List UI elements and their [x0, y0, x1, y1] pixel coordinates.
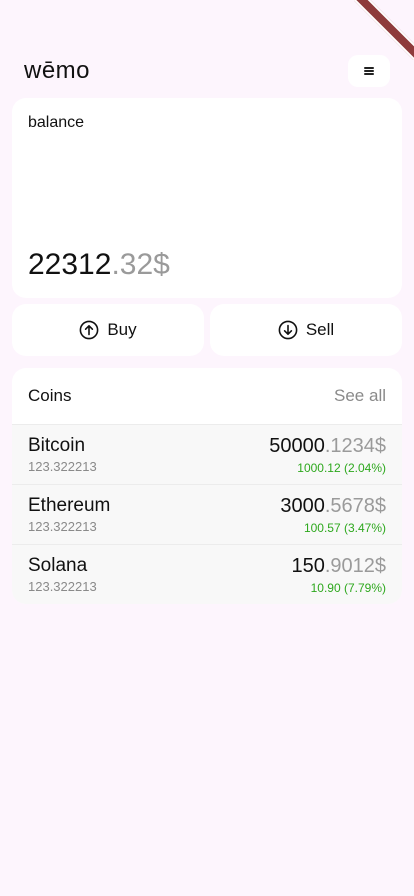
arrow-up-circle-icon — [79, 320, 99, 340]
coin-change: 1000.12 (2.04%) — [297, 460, 386, 475]
see-all-link[interactable]: See all — [334, 386, 386, 405]
coins-header: Coins See all — [12, 368, 402, 424]
action-row: Buy Sell — [12, 304, 402, 356]
coin-amount: 123.322213 — [28, 459, 97, 474]
buy-label: Buy — [107, 320, 137, 339]
coin-price-integer: 50000 — [269, 434, 325, 457]
coin-price-decimal: .9012$ — [324, 554, 386, 577]
sell-button[interactable]: Sell — [210, 304, 402, 356]
coin-name: Bitcoin — [28, 435, 86, 456]
balance-label: balance — [28, 114, 85, 131]
coin-amount: 123.322213 — [28, 519, 97, 534]
coin-change: 100.57 (3.47%) — [303, 520, 386, 535]
wemo-logo: wēmo — [24, 57, 91, 84]
coin-price: 50000.1234$ — [269, 435, 386, 458]
coins-card: Coins See all Bitcoin 123.322213 50000.1… — [12, 368, 402, 604]
coin-row-ethereum[interactable]: Ethereum 123.322213 3000.5678$ 100.57 (3… — [12, 484, 402, 544]
balance-decimal: .32$ — [111, 248, 170, 281]
sell-label: Sell — [305, 320, 335, 339]
debug-banner — [354, 0, 414, 60]
balance-card: balance 22312.32$ — [12, 98, 402, 298]
hamburger-menu-icon — [364, 67, 374, 75]
coin-price-integer: 150 — [291, 554, 325, 577]
arrow-down-circle-icon — [278, 320, 298, 340]
coin-name: Ethereum — [28, 495, 111, 516]
coins-title: Coins — [28, 386, 72, 405]
coin-price-decimal: .5678$ — [324, 494, 386, 517]
app-header: wēmo — [24, 55, 390, 87]
balance-integer: 22312 — [28, 248, 112, 281]
menu-button[interactable] — [348, 55, 390, 87]
coin-amount: 123.322213 — [28, 579, 97, 594]
coin-price-integer: 3000 — [280, 494, 325, 517]
coin-name: Solana — [28, 555, 88, 576]
buy-button[interactable]: Buy — [12, 304, 204, 356]
coin-row-solana[interactable]: Solana 123.322213 150.9012$ 10.90 (7.79%… — [12, 544, 402, 604]
coin-price: 3000.5678$ — [280, 495, 386, 518]
coin-price: 150.9012$ — [291, 555, 386, 578]
coin-row-bitcoin[interactable]: Bitcoin 123.322213 50000.1234$ 1000.12 (… — [12, 424, 402, 484]
coin-change: 10.90 (7.79%) — [310, 580, 386, 595]
balance-value: 22312.32$ — [28, 248, 170, 282]
coin-price-decimal: .1234$ — [324, 434, 386, 457]
